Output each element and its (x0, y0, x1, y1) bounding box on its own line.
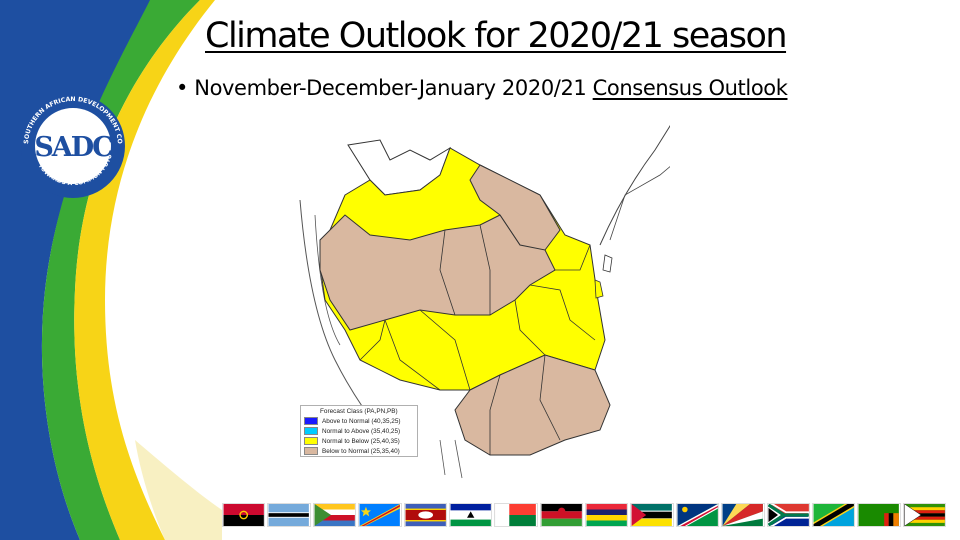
south-africa-flag (766, 503, 810, 527)
lesotho-flag (448, 503, 493, 527)
slide-title: Climate Outlook for 2020/21 season (205, 16, 788, 56)
zone-below-to-normal-south (454, 354, 611, 456)
legend-swatch (304, 427, 318, 435)
legend-label: Below to Normal (25,35,40) (322, 447, 400, 455)
map-legend: Forecast Class (PA,PN,PB) Above to Norma… (300, 405, 418, 457)
bullet-underlined-text: Consensus Outlook (592, 76, 788, 100)
legend-item: Normal to Below (25,40,35) (304, 436, 414, 446)
seychelles-flag (721, 503, 765, 527)
bullet-text: November-December-January 2020/21 (194, 76, 593, 100)
mauritius-flag (585, 503, 629, 527)
forecast-map (299, 125, 670, 479)
legend-item: Below to Normal (25,35,40) (304, 446, 414, 456)
madagascar-flag (494, 503, 538, 527)
zambia-flag (857, 503, 901, 527)
mozambique-flag (630, 503, 674, 527)
malawi-flag (539, 503, 583, 527)
sadc-logo: SOUTHERN AFRICAN DEVELOPMENT COMMUNITY T… (14, 92, 125, 198)
eswatini-flag (403, 503, 447, 527)
legend-label: Normal to Below (25,40,35) (322, 437, 400, 445)
legend-item: Above to Normal (40,35,25) (304, 416, 414, 426)
legend-label: Normal to Above (35,40,25) (322, 427, 401, 435)
angola-flag (222, 503, 266, 527)
zimbabwe-flag (902, 503, 946, 527)
member-state-flags (222, 503, 946, 528)
legend-item: Normal to Above (35,40,25) (304, 426, 414, 436)
slide-bullet: • November-December-January 2020/21 Cons… (176, 76, 788, 100)
namibia-flag (675, 503, 720, 527)
tanzania-flag (811, 503, 856, 527)
legend-swatch (304, 417, 318, 425)
comoros-flag (312, 503, 357, 527)
logo-center-text: SADC (34, 132, 113, 163)
legend-swatch (304, 437, 318, 445)
legend-title: Forecast Class (PA,PN,PB) (320, 408, 398, 415)
botswana-flag (267, 503, 311, 527)
legend-label: Above to Normal (40,35,25) (322, 417, 401, 425)
drc-flag (358, 503, 402, 527)
legend-swatch (304, 447, 318, 455)
